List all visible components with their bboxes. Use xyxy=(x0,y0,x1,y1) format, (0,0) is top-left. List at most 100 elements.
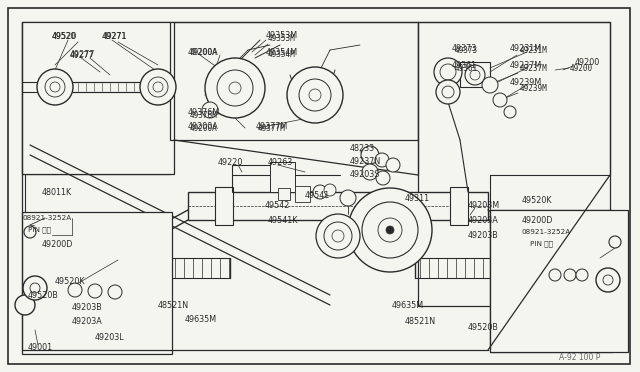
Text: 49001: 49001 xyxy=(28,343,53,353)
Circle shape xyxy=(37,69,73,105)
Text: 48233: 48233 xyxy=(350,144,375,153)
Text: 49203A: 49203A xyxy=(72,317,103,327)
Text: 49200A: 49200A xyxy=(188,122,219,131)
Text: 49311: 49311 xyxy=(405,193,430,202)
Circle shape xyxy=(202,102,218,118)
Text: 49373: 49373 xyxy=(452,44,477,52)
Text: PIN ピン: PIN ピン xyxy=(28,227,51,233)
Circle shape xyxy=(287,67,343,123)
Circle shape xyxy=(313,185,327,199)
Text: 49263: 49263 xyxy=(268,157,293,167)
Bar xyxy=(450,187,468,225)
Bar xyxy=(188,192,488,220)
Circle shape xyxy=(153,82,163,92)
Text: 49200A: 49200A xyxy=(190,48,218,57)
Bar xyxy=(215,187,233,225)
Circle shape xyxy=(50,82,60,92)
Circle shape xyxy=(23,276,47,300)
Text: 49200A: 49200A xyxy=(188,48,219,57)
Text: 49377M: 49377M xyxy=(256,122,288,131)
Text: 49203A: 49203A xyxy=(468,215,499,224)
Circle shape xyxy=(436,80,460,104)
Circle shape xyxy=(386,158,400,172)
Circle shape xyxy=(316,214,360,258)
Circle shape xyxy=(15,295,35,315)
Circle shape xyxy=(576,269,588,281)
Text: 49220: 49220 xyxy=(218,157,243,167)
Text: 49200: 49200 xyxy=(575,58,600,67)
Text: 49200: 49200 xyxy=(570,64,593,73)
Circle shape xyxy=(549,269,561,281)
Text: 49271: 49271 xyxy=(103,32,127,41)
Bar xyxy=(418,22,610,306)
Circle shape xyxy=(375,153,389,167)
Text: 49354M: 49354M xyxy=(268,49,296,58)
Text: 49353M: 49353M xyxy=(268,33,296,42)
Text: 49542: 49542 xyxy=(265,201,291,209)
Text: 49237M: 49237M xyxy=(510,61,542,70)
Text: 49203M: 49203M xyxy=(468,201,500,209)
Text: 49237M: 49237M xyxy=(520,64,548,73)
Text: 49353M: 49353M xyxy=(266,31,298,39)
Bar xyxy=(22,212,172,354)
Text: A-92 100 P: A-92 100 P xyxy=(559,353,600,362)
Text: 49376M: 49376M xyxy=(190,110,218,119)
Circle shape xyxy=(362,164,378,180)
Text: 49635M: 49635M xyxy=(185,315,217,324)
Text: 08921-3252A: 08921-3252A xyxy=(22,215,71,221)
Text: 49520B: 49520B xyxy=(28,291,59,299)
Bar xyxy=(22,22,174,174)
Bar xyxy=(270,162,295,192)
Text: 48521N: 48521N xyxy=(158,301,189,310)
Bar xyxy=(22,22,170,174)
Text: 49541: 49541 xyxy=(305,190,330,199)
Text: 49271: 49271 xyxy=(102,32,127,41)
Circle shape xyxy=(205,58,265,118)
Text: 49520: 49520 xyxy=(52,32,77,41)
Circle shape xyxy=(376,171,390,185)
Circle shape xyxy=(324,184,336,196)
Text: 49239M: 49239M xyxy=(520,83,548,93)
Circle shape xyxy=(465,65,485,85)
Text: 48521N: 48521N xyxy=(405,317,436,327)
Circle shape xyxy=(482,77,498,93)
Text: 49231M: 49231M xyxy=(520,45,548,55)
Text: 49203B: 49203B xyxy=(72,304,103,312)
Text: 08921-3252A: 08921-3252A xyxy=(522,229,572,235)
Text: 49541K: 49541K xyxy=(268,215,298,224)
Text: 49200D: 49200D xyxy=(42,240,74,248)
Text: 49239M: 49239M xyxy=(510,77,542,87)
Text: 49237N: 49237N xyxy=(350,157,381,166)
Circle shape xyxy=(24,226,36,238)
Text: 49203B: 49203B xyxy=(468,231,499,240)
Text: 49520K: 49520K xyxy=(55,278,86,286)
Text: 49520K: 49520K xyxy=(522,196,552,205)
Text: PIN ピン: PIN ピン xyxy=(530,241,553,247)
Text: 49361: 49361 xyxy=(452,61,477,70)
Text: 49373: 49373 xyxy=(455,45,478,55)
Circle shape xyxy=(596,268,620,292)
Circle shape xyxy=(361,146,379,164)
Text: 49377M: 49377M xyxy=(258,124,285,132)
Circle shape xyxy=(88,284,102,298)
Text: 49231M: 49231M xyxy=(510,44,542,52)
Circle shape xyxy=(493,93,507,107)
Text: 49200D: 49200D xyxy=(522,215,554,224)
Bar xyxy=(295,186,310,202)
Circle shape xyxy=(140,69,176,105)
Text: 49277: 49277 xyxy=(70,49,95,58)
Circle shape xyxy=(108,285,122,299)
Bar xyxy=(278,188,290,200)
Circle shape xyxy=(386,226,394,234)
Text: 49635M: 49635M xyxy=(392,301,424,310)
Circle shape xyxy=(340,190,356,206)
Circle shape xyxy=(348,188,432,272)
Text: 48011K: 48011K xyxy=(42,187,72,196)
Bar xyxy=(490,210,612,352)
Circle shape xyxy=(609,236,621,248)
Circle shape xyxy=(504,106,516,118)
Text: 49203L: 49203L xyxy=(95,334,125,343)
Text: 49203S: 49203S xyxy=(350,170,380,179)
Text: 49277: 49277 xyxy=(70,51,94,60)
Text: 49354M: 49354M xyxy=(266,48,298,57)
